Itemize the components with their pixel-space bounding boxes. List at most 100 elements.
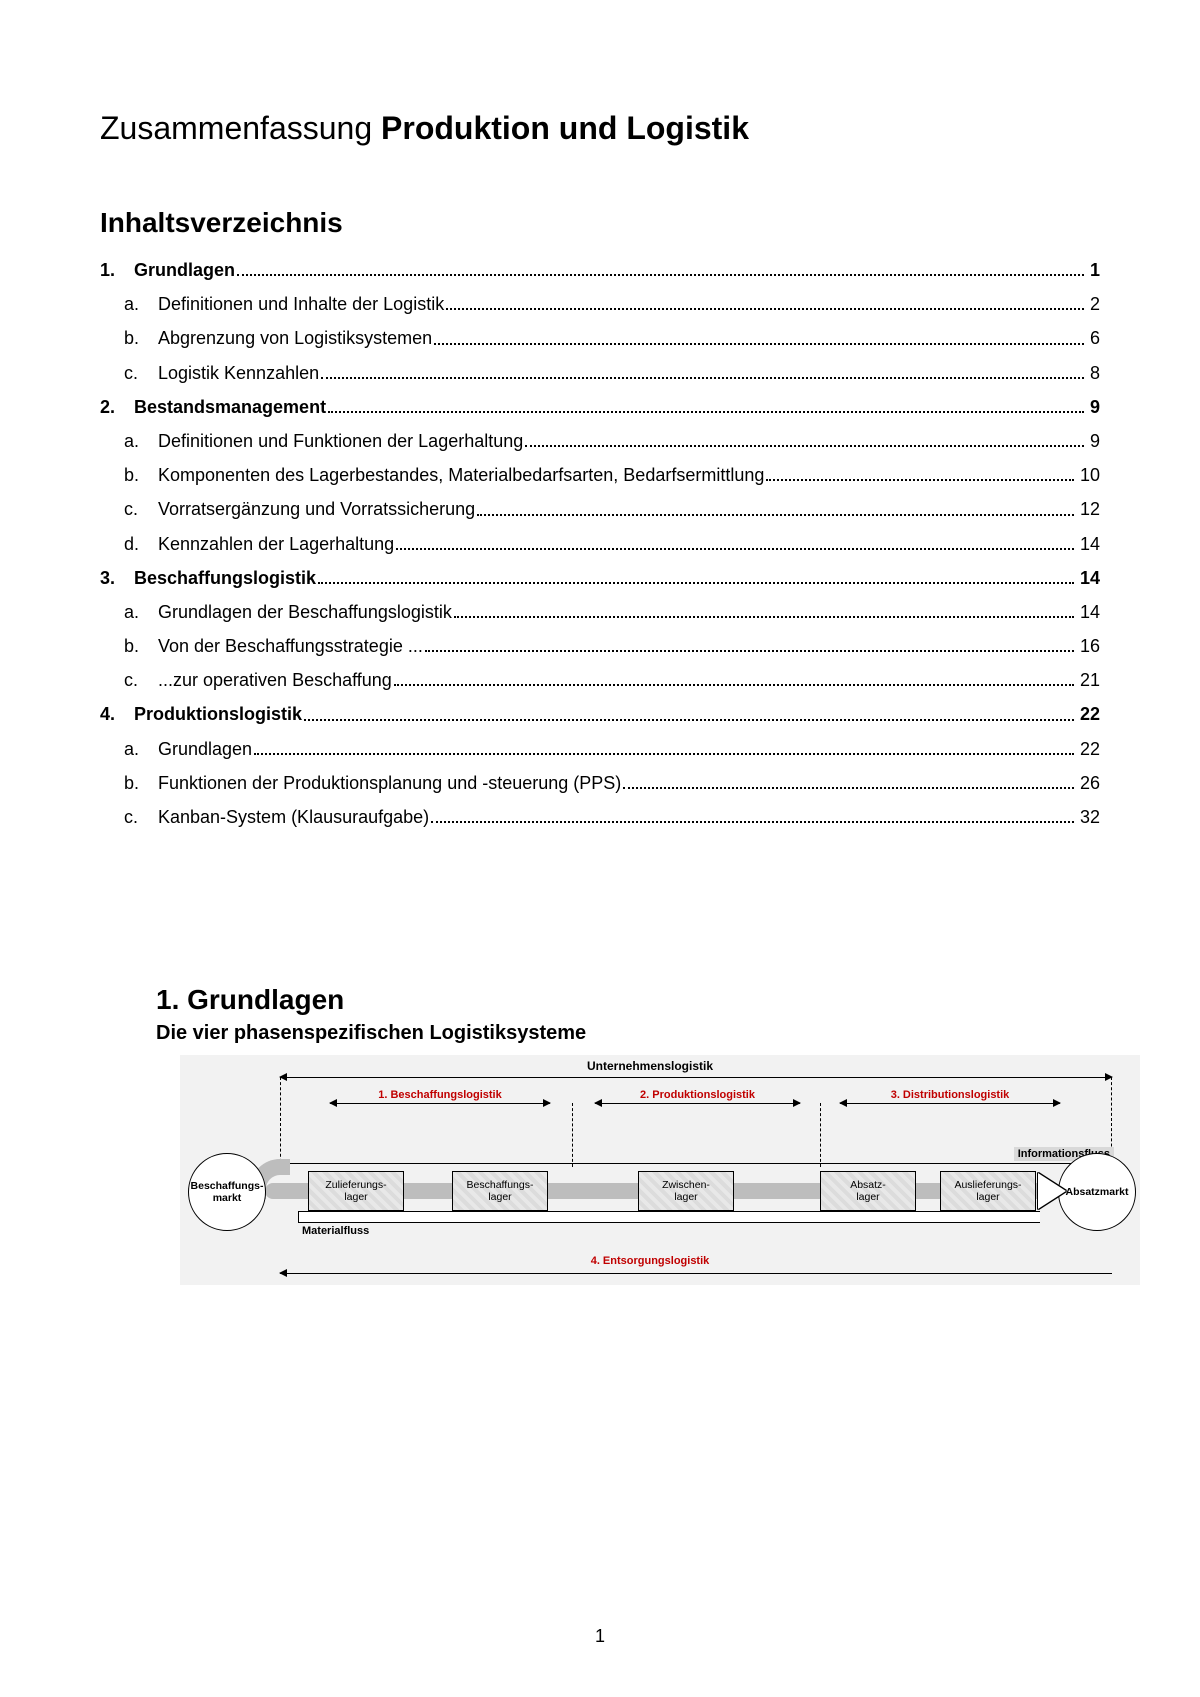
toc-dots (454, 616, 1074, 618)
toc-row: d.Kennzahlen der Lagerhaltung14 (100, 527, 1100, 561)
toc-page: 8 (1088, 356, 1100, 390)
toc-page: 6 (1088, 321, 1100, 355)
toc-row: a.Definitionen und Funktionen der Lagerh… (100, 424, 1100, 458)
toc-row: c.Kanban-System (Klausuraufgabe) 32 (100, 800, 1100, 834)
phase-arrow (595, 1103, 800, 1104)
toc-num: c. (124, 800, 158, 834)
toc-label: Vorratsergänzung und Vorratssicherung (158, 492, 475, 526)
phase-arrow (330, 1103, 550, 1104)
toc-num: b. (124, 629, 158, 663)
toc-page: 22 (1078, 732, 1100, 766)
phase-label: 1. Beschaffungslogistik (330, 1089, 550, 1101)
phase-arrow (840, 1103, 1060, 1104)
toc-num: c. (124, 356, 158, 390)
toc-label: Komponenten des Lagerbestandes, Material… (158, 458, 764, 492)
toc-num: 4. (100, 697, 134, 731)
toc-dots (434, 343, 1084, 345)
diagram-vdash (820, 1103, 821, 1167)
toc-dots (525, 445, 1084, 447)
toc-page: 14 (1078, 595, 1100, 629)
toc-row: b.Von der Beschaffungsstrategie ... 16 (100, 629, 1100, 663)
section-subheading: Die vier phasenspezifischen Logistiksyst… (156, 1022, 1100, 1045)
toc-dots (254, 753, 1074, 755)
lager-box: Beschaffungs- lager (452, 1171, 548, 1211)
toc-page: 1 (1088, 253, 1100, 287)
toc-page: 26 (1078, 766, 1100, 800)
material-flow-label: Materialfluss (302, 1225, 369, 1237)
title-prefix: Zusammenfassung (100, 110, 381, 146)
logistics-diagram: Unternehmenslogistik 1. Beschaffungslogi… (180, 1055, 1140, 1285)
toc-num: b. (124, 458, 158, 492)
toc-num: b. (124, 321, 158, 355)
toc-label: Kennzahlen der Lagerhaltung (158, 527, 394, 561)
toc-label: Kanban-System (Klausuraufgabe) (158, 800, 429, 834)
toc-label: Grundlagen (134, 253, 235, 287)
table-of-contents: 1.Grundlagen1a.Definitionen und Inhalte … (100, 253, 1100, 834)
toc-label: Funktionen der Produktionsplanung und -s… (158, 766, 621, 800)
toc-page: 21 (1078, 663, 1100, 697)
toc-row: a.Definitionen und Inhalte der Logistik2 (100, 287, 1100, 321)
toc-row: c.Vorratsergänzung und Vorratssicherung 1… (100, 492, 1100, 526)
toc-dots (425, 650, 1074, 652)
toc-row: a.Grundlagen22 (100, 732, 1100, 766)
toc-dots (431, 821, 1074, 823)
toc-dots (396, 548, 1074, 550)
toc-dots (394, 684, 1074, 686)
toc-row: b.Funktionen der Produktionsplanung und … (100, 766, 1100, 800)
page-number: 1 (0, 1626, 1200, 1647)
toc-num: d. (124, 527, 158, 561)
toc-dots (477, 514, 1074, 516)
toc-row: c.Logistik Kennzahlen 8 (100, 356, 1100, 390)
toc-page: 2 (1088, 287, 1100, 321)
toc-page: 10 (1078, 458, 1100, 492)
toc-page: 16 (1078, 629, 1100, 663)
toc-label: Logistik Kennzahlen (158, 356, 319, 390)
toc-num: a. (124, 287, 158, 321)
diagram-top-arrow (280, 1077, 1112, 1078)
diagram-vdash (280, 1077, 281, 1167)
lager-box: Zwischen- lager (638, 1171, 734, 1211)
document-title: Zusammenfassung Produktion und Logistik (100, 110, 1100, 147)
toc-dots (328, 411, 1084, 413)
toc-label: Bestandsmanagement (134, 390, 326, 424)
right-market-label: Absatzmarkt (1065, 1186, 1128, 1199)
toc-label: Abgrenzung von Logistiksystemen (158, 321, 432, 355)
section-heading: 1. Grundlagen (156, 984, 1100, 1016)
toc-row: 3.Beschaffungslogistik 14 (100, 561, 1100, 595)
toc-label: Von der Beschaffungsstrategie ... (158, 629, 423, 663)
toc-label: ...zur operativen Beschaffung (158, 663, 392, 697)
toc-dots (623, 787, 1074, 789)
toc-page: 32 (1078, 800, 1100, 834)
lager-box: Auslieferungs- lager (940, 1171, 1036, 1211)
toc-page: 14 (1078, 561, 1100, 595)
toc-num: a. (124, 424, 158, 458)
material-flow-arrowhead (1038, 1173, 1066, 1209)
toc-num: a. (124, 595, 158, 629)
right-market-circle: Absatzmarkt (1058, 1153, 1136, 1231)
entsorgung-label: 4. Entsorgungslogistik (180, 1255, 1120, 1267)
diagram-vdash (572, 1103, 573, 1167)
toc-page: 9 (1088, 424, 1100, 458)
toc-num: c. (124, 492, 158, 526)
toc-num: 3. (100, 561, 134, 595)
toc-label: Beschaffungslogistik (134, 561, 316, 595)
toc-row: b.Abgrenzung von Logistiksystemen 6 (100, 321, 1100, 355)
toc-page: 12 (1078, 492, 1100, 526)
phase-label: 2. Produktionslogistik (595, 1089, 800, 1101)
toc-page: 9 (1088, 390, 1100, 424)
toc-num: 2. (100, 390, 134, 424)
toc-num: a. (124, 732, 158, 766)
toc-row: b.Komponenten des Lagerbestandes, Materi… (100, 458, 1100, 492)
toc-dots (304, 719, 1074, 721)
info-flow-arrow (280, 1163, 1112, 1164)
entsorgung-arrow (280, 1273, 1112, 1274)
left-market-label: Beschaffungs- markt (191, 1180, 264, 1205)
toc-heading: Inhaltsverzeichnis (100, 207, 1100, 239)
toc-row: 4.Produktionslogistik 22 (100, 697, 1100, 731)
toc-row: 2.Bestandsmanagement 9 (100, 390, 1100, 424)
toc-page: 22 (1078, 697, 1100, 731)
toc-label: Produktionslogistik (134, 697, 302, 731)
lager-box: Absatz- lager (820, 1171, 916, 1211)
toc-row: c....zur operativen Beschaffung21 (100, 663, 1100, 697)
toc-num: b. (124, 766, 158, 800)
